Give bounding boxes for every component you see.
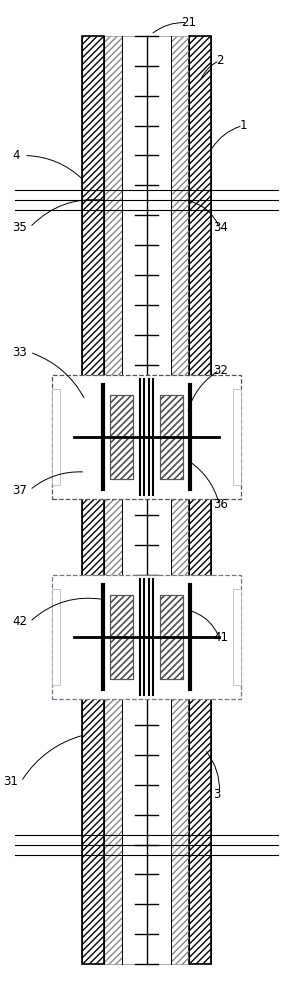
Text: 33: 33 <box>12 346 27 359</box>
Text: 42: 42 <box>12 615 27 628</box>
Bar <box>52 589 60 685</box>
Bar <box>160 595 183 679</box>
Bar <box>110 595 133 679</box>
Text: 41: 41 <box>214 631 229 644</box>
Bar <box>110 395 133 479</box>
Bar <box>160 395 183 479</box>
Bar <box>110 395 133 479</box>
Text: 4: 4 <box>12 149 20 162</box>
Bar <box>122 36 171 964</box>
Bar <box>160 395 183 479</box>
Bar <box>52 575 241 699</box>
Bar <box>110 395 133 479</box>
Text: 35: 35 <box>12 221 27 234</box>
Bar <box>160 595 183 679</box>
Bar <box>233 389 241 485</box>
Text: 1: 1 <box>240 119 247 132</box>
Text: 36: 36 <box>214 498 229 511</box>
Text: 3: 3 <box>214 788 221 801</box>
Bar <box>104 36 122 964</box>
Bar <box>189 36 211 964</box>
Bar <box>110 595 133 679</box>
Bar <box>110 595 133 679</box>
Bar <box>160 395 183 479</box>
Text: 31: 31 <box>4 775 18 788</box>
Text: 21: 21 <box>181 16 197 29</box>
Bar <box>160 595 183 679</box>
Text: 34: 34 <box>214 221 229 234</box>
Text: 2: 2 <box>217 54 224 67</box>
Text: 32: 32 <box>214 364 229 377</box>
Bar <box>82 36 104 964</box>
Bar <box>52 375 241 499</box>
Bar <box>171 36 189 964</box>
Bar <box>233 589 241 685</box>
Text: 37: 37 <box>12 484 27 497</box>
Bar <box>52 389 60 485</box>
